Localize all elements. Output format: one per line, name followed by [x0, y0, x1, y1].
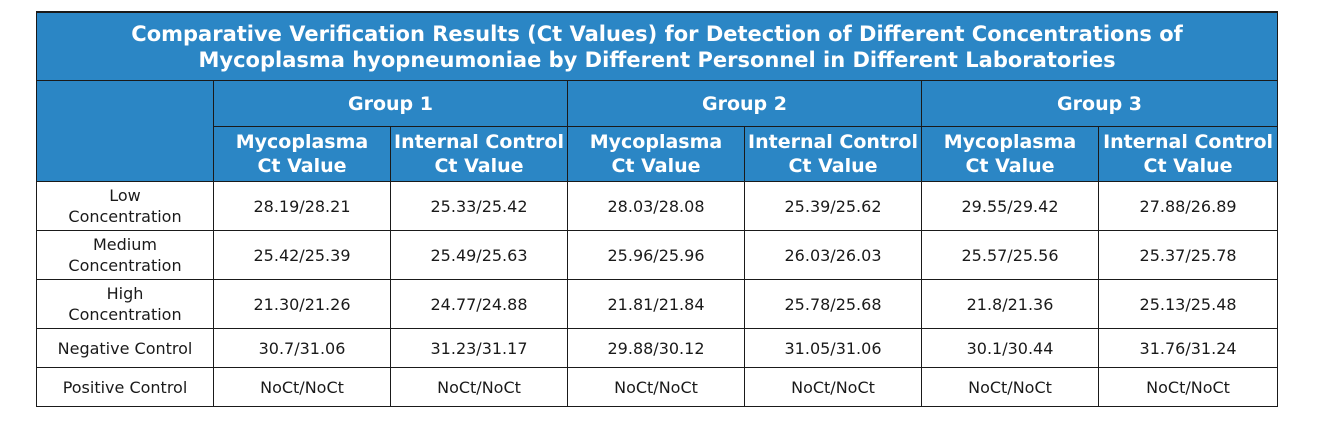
subcolumn-header-row: Mycoplasma Ct Value Internal Control Ct Va… [37, 126, 1279, 182]
table-cell: 25.49/25.63 [390, 230, 568, 280]
table-cell: NoCt/NoCt [744, 367, 922, 407]
table-cell: 25.13/25.48 [1097, 279, 1279, 329]
row-label-line: Low [109, 186, 141, 205]
group-header-row: Group 1 Group 2 Group 3 [36, 80, 1279, 182]
subheader-line: Ct Value [257, 155, 347, 177]
subheader-internal-control: Internal Control Ct Value [390, 126, 568, 182]
row-label-line: Concentration [68, 207, 182, 226]
table-cell: NoCt/NoCt [213, 367, 391, 407]
table-cell: NoCt/NoCt [921, 367, 1099, 407]
group-header-1: Group 1 [213, 80, 568, 127]
group-header-2: Group 2 [567, 80, 922, 127]
row-label-line: Concentration [68, 305, 182, 324]
table-row-negative-control: Negative Control 30.7/31.06 31.23/31.17 … [36, 328, 1279, 368]
row-label-line: Medium [93, 235, 157, 254]
table-cell: 21.30/21.26 [213, 279, 391, 329]
table-cell: 24.77/24.88 [390, 279, 568, 329]
table-cell: 28.19/28.21 [213, 181, 391, 231]
subheader-line: Mycoplasma [589, 131, 723, 153]
table-cell: 31.05/31.06 [744, 328, 922, 368]
subheader-line: Ct Value [611, 155, 701, 177]
subheader-line: Mycoplasma [943, 131, 1077, 153]
table-cell: 21.8/21.36 [921, 279, 1099, 329]
table-cell: 31.23/31.17 [390, 328, 568, 368]
table-cell: 31.76/31.24 [1097, 328, 1279, 368]
table-cell: 30.7/31.06 [213, 328, 391, 368]
table-cell: 25.78/25.68 [744, 279, 922, 329]
subheader-line: Ct Value [965, 155, 1055, 177]
row-label: High Concentration [36, 279, 214, 329]
subheader-internal-control: Internal Control Ct Value [1097, 126, 1279, 182]
row-label: Negative Control [36, 328, 214, 368]
subheader-line: Internal Control [1103, 131, 1274, 153]
subheader-line: Internal Control [748, 131, 918, 153]
table-cell: NoCt/NoCt [567, 367, 745, 407]
results-table: Comparative Verification Results (Ct Val… [35, 11, 1279, 407]
results-table-container: Comparative Verification Results (Ct Val… [35, 11, 1279, 407]
subheader-line: Ct Value [434, 155, 524, 177]
table-cell: 28.03/28.08 [567, 181, 745, 231]
row-label: Positive Control [36, 367, 214, 407]
table-cell: 29.55/29.42 [921, 181, 1099, 231]
table-cell: NoCt/NoCt [1097, 367, 1279, 407]
subheader-line: Ct Value [1143, 155, 1233, 177]
table-cell: 25.37/25.78 [1097, 230, 1279, 280]
table-cell: 26.03/26.03 [744, 230, 922, 280]
row-label: Medium Concentration [36, 230, 214, 280]
table-cell: 25.39/25.62 [744, 181, 922, 231]
row-label: Low Concentration [36, 181, 214, 231]
table-cell: 25.33/25.42 [390, 181, 568, 231]
group-header-3: Group 3 [920, 80, 1279, 127]
table-cell: 27.88/26.89 [1097, 181, 1279, 231]
table-cell: 29.88/30.12 [567, 328, 745, 368]
subheader-line: Internal Control [394, 131, 564, 153]
title-row: Comparative Verification Results (Ct Val… [35, 11, 1279, 81]
subheader-internal-control: Internal Control Ct Value [744, 126, 922, 182]
table-title-line-1: Comparative Verification Results (Ct Val… [131, 21, 1183, 46]
table-cell: NoCt/NoCt [390, 367, 568, 407]
table-row-low-concentration: Low Concentration 28.19/28.21 25.33/25.42… [36, 181, 1279, 231]
table-title-line-2: Mycoplasma hyopneumoniae by Different Pe… [198, 47, 1116, 72]
table-title: Comparative Verification Results (Ct Val… [35, 11, 1279, 81]
table-cell: 25.96/25.96 [567, 230, 745, 280]
table-cell: 21.81/21.84 [567, 279, 745, 329]
table-row-positive-control: Positive Control NoCt/NoCt NoCt/NoCt NoC… [36, 367, 1279, 407]
row-label-header [36, 80, 214, 182]
table-cell: 25.42/25.39 [213, 230, 391, 280]
row-label-line: High [106, 284, 144, 303]
subheader-mycoplasma: Mycoplasma Ct Value [213, 126, 391, 182]
subheader-mycoplasma: Mycoplasma Ct Value [921, 126, 1099, 182]
subheader-mycoplasma: Mycoplasma Ct Value [567, 126, 745, 182]
table-cell: 25.57/25.56 [921, 230, 1099, 280]
table-row-medium-concentration: Medium Concentration 25.42/25.39 25.49/25… [36, 230, 1279, 280]
table-cell: 30.1/30.44 [921, 328, 1099, 368]
table-row-high-concentration: High Concentration 21.30/21.26 24.77/24.8… [36, 279, 1279, 329]
subheader-line: Ct Value [788, 155, 878, 177]
row-label-line: Concentration [68, 256, 182, 275]
subheader-line: Mycoplasma [235, 131, 369, 153]
